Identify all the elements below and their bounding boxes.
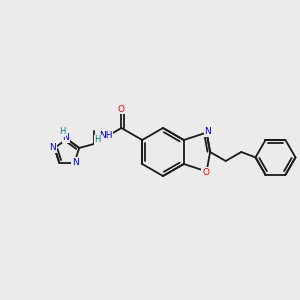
Text: O: O xyxy=(202,168,209,177)
Text: NH: NH xyxy=(99,131,112,140)
Text: H: H xyxy=(94,136,101,145)
Text: N: N xyxy=(62,134,69,142)
Text: N: N xyxy=(49,143,56,152)
Text: O: O xyxy=(118,104,125,113)
Text: H: H xyxy=(59,128,65,136)
Text: N: N xyxy=(204,127,211,136)
Text: N: N xyxy=(72,158,79,167)
